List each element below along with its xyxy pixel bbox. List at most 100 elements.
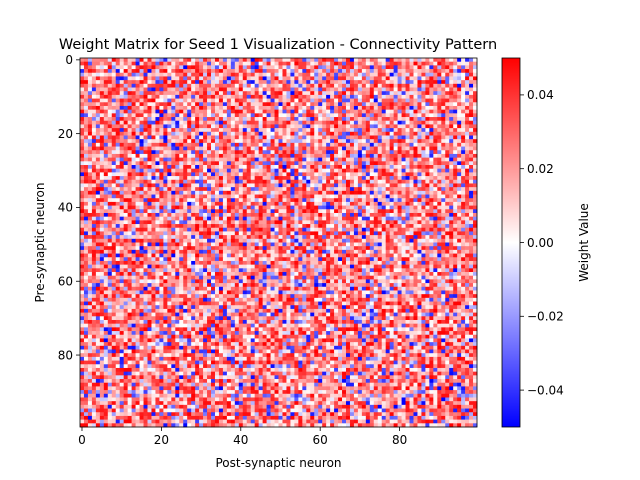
heatmap-cell <box>457 224 462 229</box>
heatmap-cell <box>377 124 383 129</box>
heatmap-cell <box>369 168 375 173</box>
heatmap-cell <box>349 61 355 66</box>
heatmap-cell <box>345 190 351 195</box>
heatmap-cell <box>445 187 450 192</box>
heatmap-cell <box>230 72 236 77</box>
heatmap-cell <box>143 220 148 225</box>
heatmap-cell <box>397 76 402 81</box>
heatmap-cell <box>183 183 188 188</box>
heatmap-cell <box>393 91 398 96</box>
heatmap-cell <box>159 61 164 66</box>
heatmap-cell <box>469 153 474 158</box>
heatmap-cell <box>230 165 236 170</box>
heatmap-cell <box>175 168 180 173</box>
heatmap-cell <box>266 98 271 103</box>
heatmap-cell <box>330 212 335 218</box>
heatmap-cell <box>274 72 279 77</box>
heatmap-cell <box>262 190 267 195</box>
heatmap-cell <box>95 183 101 188</box>
heatmap-cell <box>429 212 434 218</box>
heatmap-cell <box>381 80 387 85</box>
heatmap-cell <box>139 87 144 92</box>
heatmap-cell <box>405 83 410 88</box>
heatmap-cell <box>87 235 93 240</box>
heatmap-cell <box>222 231 228 236</box>
heatmap-cell <box>401 179 406 184</box>
heatmap-cell <box>207 102 212 107</box>
heatmap-cell <box>151 91 156 96</box>
heatmap-cell <box>381 238 387 243</box>
heatmap-cell <box>306 139 311 144</box>
heatmap-cell <box>318 80 323 85</box>
heatmap-cell <box>230 190 236 195</box>
heatmap-cell <box>330 176 335 181</box>
heatmap-cell <box>179 135 184 140</box>
heatmap-cell <box>250 227 256 232</box>
heatmap-cell <box>310 153 315 158</box>
heatmap-cell <box>80 142 85 147</box>
heatmap-cell <box>349 98 355 103</box>
heatmap-cell <box>258 176 263 181</box>
heatmap-cell <box>389 220 394 225</box>
heatmap-cell <box>151 172 156 177</box>
heatmap-cell <box>254 117 259 122</box>
heatmap-cell <box>175 135 180 140</box>
heatmap-cell <box>361 201 367 206</box>
heatmap-cell <box>373 91 379 96</box>
heatmap-cell <box>425 227 430 232</box>
heatmap-cell <box>107 224 113 229</box>
heatmap-cell <box>119 172 125 177</box>
heatmap-cell <box>437 109 442 114</box>
heatmap-cell <box>290 83 295 88</box>
heatmap-cell <box>302 216 307 221</box>
heatmap-cell <box>270 194 275 199</box>
heatmap-cell <box>266 113 271 118</box>
heatmap-cell <box>365 235 371 240</box>
heatmap-cell <box>353 161 359 166</box>
heatmap-cell <box>373 157 379 162</box>
heatmap-cell <box>123 150 128 155</box>
heatmap-cell <box>322 209 327 214</box>
heatmap-cell <box>294 105 299 111</box>
heatmap-cell <box>147 220 152 225</box>
heatmap-cell <box>99 72 105 77</box>
heatmap-cell <box>262 87 267 92</box>
heatmap-cell <box>385 231 391 236</box>
heatmap-cell <box>334 83 339 88</box>
heatmap-cell <box>318 128 323 133</box>
heatmap-cell <box>290 224 295 229</box>
heatmap-cell <box>441 61 446 66</box>
heatmap-cell <box>139 176 144 181</box>
heatmap-cell <box>318 176 323 181</box>
heatmap-cell <box>393 113 398 118</box>
heatmap-cell <box>318 235 323 240</box>
heatmap-cell <box>238 91 244 96</box>
heatmap-cell <box>302 179 307 184</box>
heatmap-cell <box>429 150 434 155</box>
heatmap-cell <box>433 183 438 188</box>
heatmap-cell <box>461 105 466 111</box>
heatmap-cell <box>123 139 128 144</box>
heatmap-cell <box>103 205 109 210</box>
heatmap-cell <box>270 113 275 118</box>
heatmap-cell <box>425 98 430 103</box>
heatmap-cell <box>349 176 355 181</box>
heatmap-cell <box>377 131 383 136</box>
heatmap-cell <box>167 238 172 243</box>
heatmap-cell <box>226 94 232 99</box>
heatmap-cell <box>306 124 311 129</box>
heatmap-cell <box>393 190 398 195</box>
heatmap-cell <box>83 216 89 221</box>
heatmap-cell <box>302 69 307 74</box>
heatmap-cell <box>131 61 136 66</box>
heatmap-cell <box>147 238 152 243</box>
heatmap-cell <box>342 142 347 147</box>
heatmap-cell <box>80 105 85 111</box>
heatmap-cell <box>107 153 113 158</box>
heatmap-cell <box>286 105 291 111</box>
heatmap-cell <box>159 113 164 118</box>
heatmap-cell <box>195 113 200 118</box>
heatmap-cell <box>298 113 303 118</box>
heatmap-cell <box>211 109 216 114</box>
heatmap-cell <box>274 109 279 114</box>
